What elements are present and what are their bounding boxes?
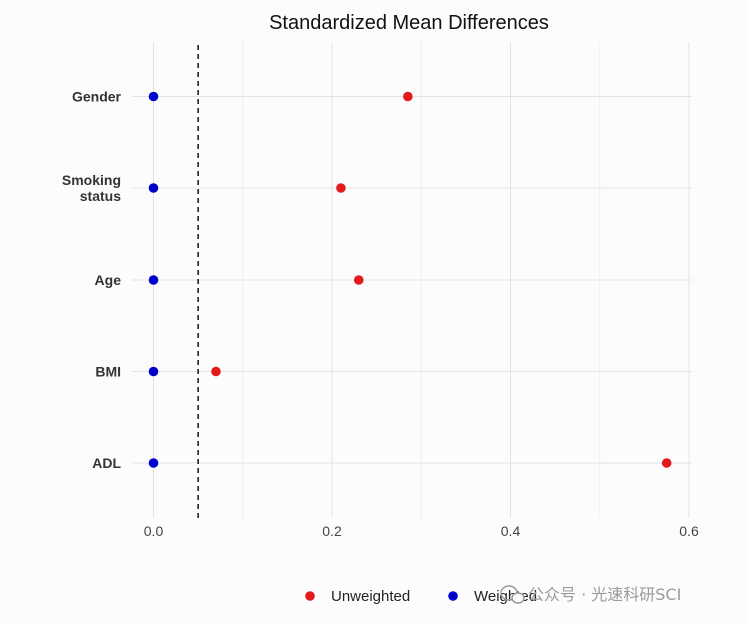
unweighted-point — [353, 275, 364, 285]
watermark-text: 公众号 · 光速科研SCI — [528, 585, 681, 604]
wechat-icon — [500, 585, 525, 604]
weighted-point — [148, 91, 159, 102]
axis-layer: 0.0 0.2 0.4 0.6 Gender Smoking status Age BMI ADL — [62, 89, 699, 540]
legend-key-weighted — [448, 591, 458, 601]
points-layer — [148, 91, 672, 468]
y-category-label-line: BMI — [95, 364, 121, 380]
y-category-label-line: ADL — [92, 455, 121, 471]
x-tick-label: 0.6 — [679, 523, 699, 539]
wechat-icon-bubble-b — [511, 592, 525, 604]
grid-layer — [132, 42, 692, 518]
y-category-label: BMI — [95, 364, 121, 380]
legend-key-unweighted — [305, 591, 315, 601]
weighted-point — [148, 275, 159, 285]
x-tick-label: 0.2 — [322, 523, 342, 539]
chart-title: Standardized Mean Differences — [269, 12, 549, 34]
y-category-label-line: Smoking — [62, 172, 121, 188]
unweighted-point — [336, 183, 346, 193]
weighted-point — [148, 366, 159, 377]
weighted-point — [148, 183, 159, 193]
y-category-label: ADL — [92, 455, 121, 471]
y-category-label: Age — [95, 272, 122, 288]
y-category-label: Smoking status — [62, 172, 121, 204]
y-category-label: Gender — [72, 89, 122, 105]
y-category-label-line: Age — [95, 272, 122, 288]
legend-label-unweighted: Unweighted — [331, 588, 410, 605]
watermark: 公众号 · 光速科研SCI — [500, 585, 681, 604]
y-category-label-line: status — [80, 188, 121, 204]
x-tick-label: 0.4 — [501, 523, 521, 539]
weighted-point — [148, 458, 159, 468]
unweighted-point — [661, 458, 672, 468]
unweighted-point — [403, 91, 413, 102]
unweighted-point — [211, 366, 221, 377]
y-category-label-line: Gender — [72, 89, 122, 105]
x-tick-label: 0.0 — [144, 523, 164, 539]
